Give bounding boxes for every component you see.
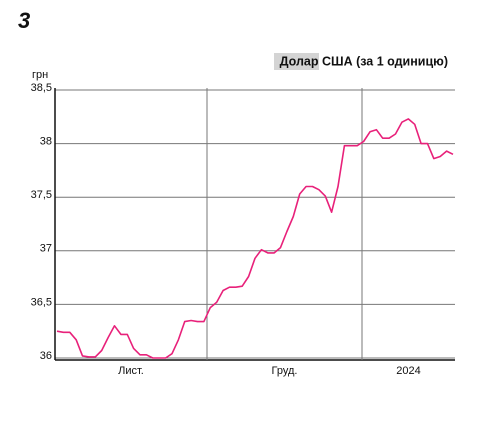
y-tick-label: 36,5 <box>31 296 52 308</box>
y-tick-label: 36 <box>40 350 52 362</box>
x-tick-label: Лист. <box>118 365 144 377</box>
chart-title: Долар США (за 1 одиницю) <box>280 54 448 68</box>
y-axis-unit: грн <box>32 69 48 81</box>
x-tick-label: 2024 <box>396 365 420 377</box>
line-series <box>56 118 454 359</box>
y-tick-label: 37,5 <box>31 189 52 201</box>
y-tick-label: 38,5 <box>31 82 52 94</box>
x-tick-label: Груд. <box>272 365 298 377</box>
title-highlight <box>274 53 319 70</box>
y-tick-label: 37 <box>40 243 52 255</box>
y-tick-label: 38 <box>40 136 52 148</box>
badge: 3 <box>18 8 30 33</box>
